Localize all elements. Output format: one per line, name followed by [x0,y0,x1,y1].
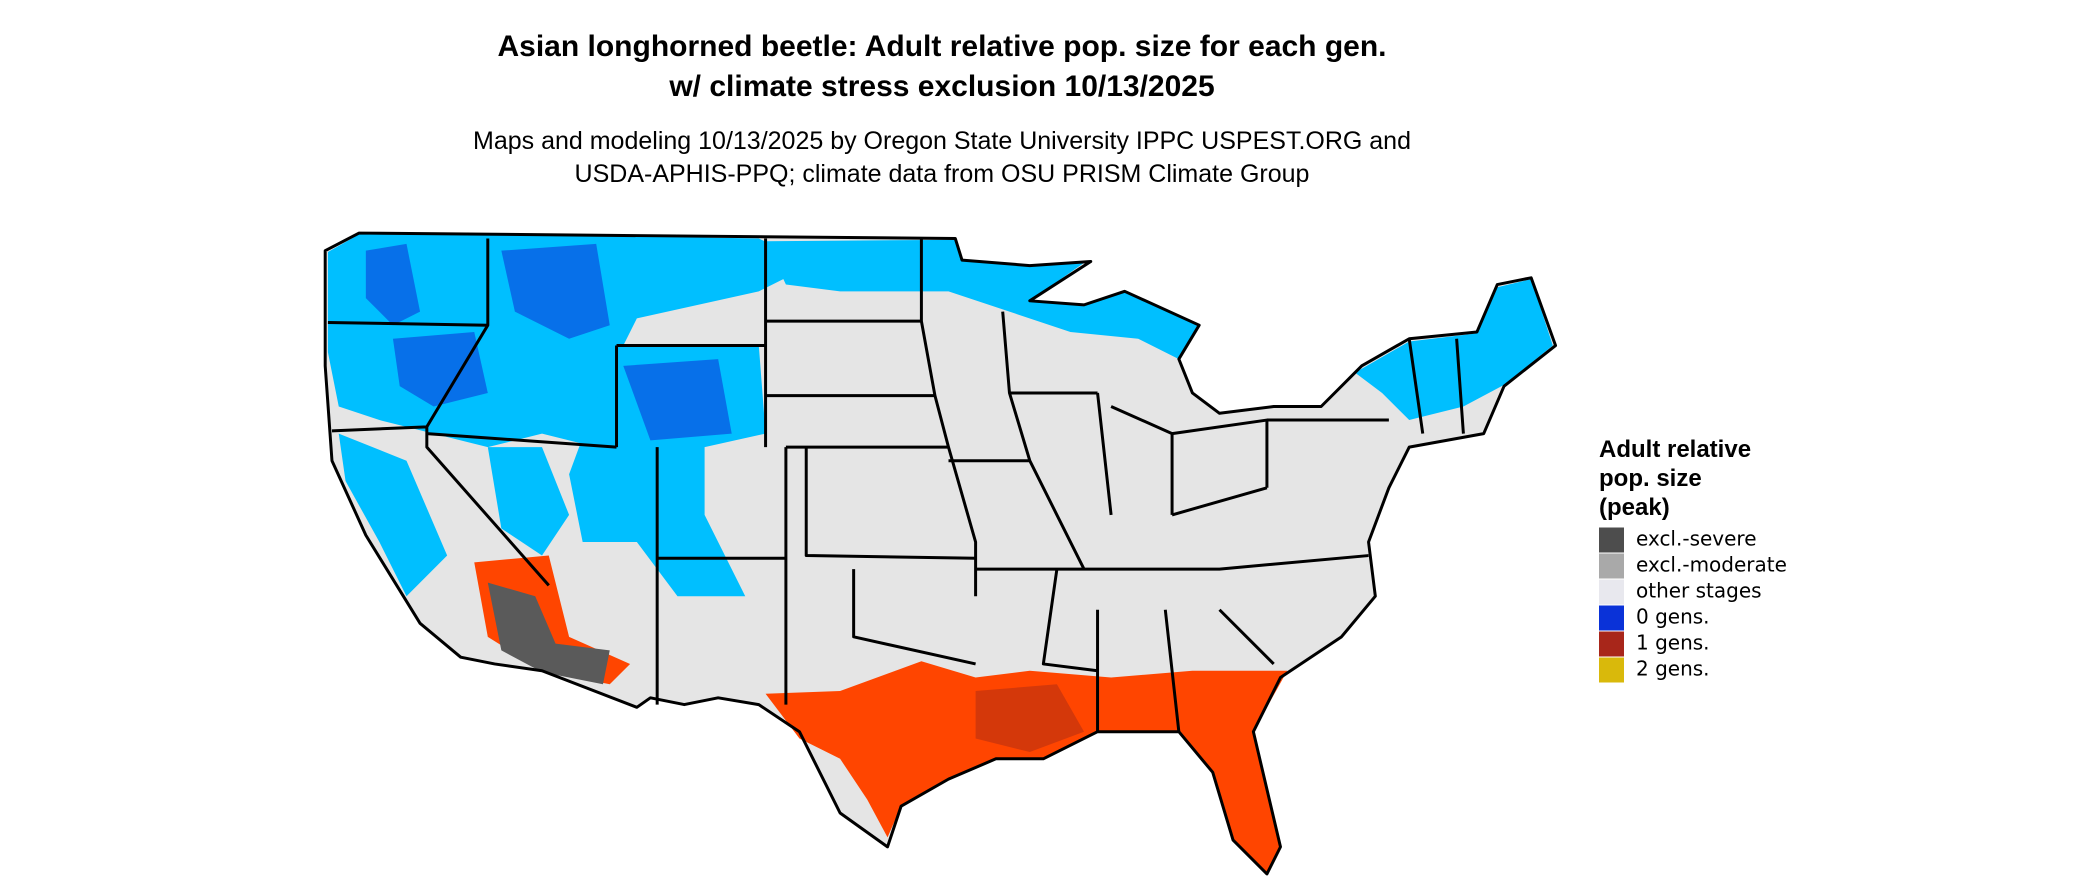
legend-swatch [1599,579,1624,605]
legend-label: excl.-moderate [1636,553,1787,577]
legend-swatch [1599,527,1624,553]
legend-label: 2 gens. [1636,657,1710,681]
legend-swatch [1599,553,1624,579]
title-line: w/ climate stress exclusion 10/13/2025 [668,70,1214,103]
subtitle-line: Maps and modeling 10/13/2025 by Oregon S… [473,127,1411,155]
legend-title: pop. size [1599,465,1702,492]
legend-swatch [1599,657,1624,683]
legend-swatch [1599,605,1624,631]
legend-title: Adult relative [1599,436,1751,463]
legend-title: (peak) [1599,494,1670,521]
state-borders [327,238,1465,732]
warm-core [975,684,1084,753]
cold-core [365,243,732,441]
map [323,231,1558,876]
subtitle-line: USDA-APHIS-PPQ; climate data from OSU PR… [575,160,1310,188]
legend-label: other stages [1636,579,1762,603]
legend-swatch [1599,631,1624,657]
warm-zone [765,661,1288,874]
stress-zone [487,582,610,685]
legend-label: excl.-severe [1636,527,1757,551]
legend-label: 1 gens. [1636,631,1710,655]
title-line: Asian longhorned beetle: Adult relative … [497,30,1386,63]
legend-label: 0 gens. [1636,605,1710,629]
